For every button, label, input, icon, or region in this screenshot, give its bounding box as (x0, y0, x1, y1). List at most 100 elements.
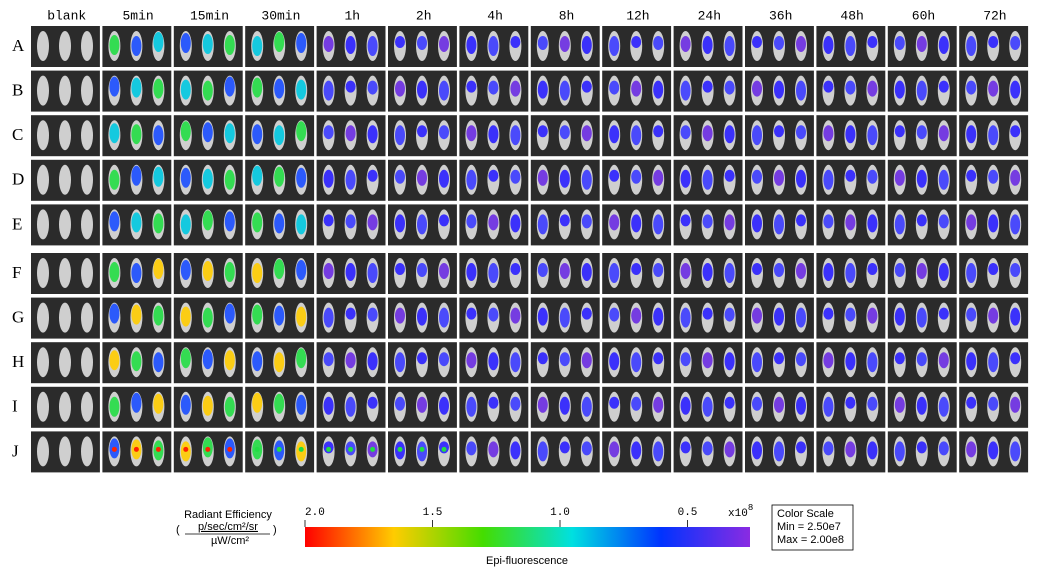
signal (537, 352, 548, 365)
signal (296, 348, 307, 369)
signal (395, 36, 405, 48)
signal (395, 214, 405, 233)
signal (752, 36, 762, 48)
signal (867, 352, 878, 373)
colorbar-tick-label: 1.5 (423, 507, 443, 519)
signal (345, 307, 356, 320)
signal (202, 34, 213, 54)
signal (488, 125, 499, 144)
signal (774, 214, 784, 235)
colorbar-ticks: 2.0 1.5 1.0 0.5 (304, 507, 697, 527)
signal (724, 352, 735, 371)
column-header: 1h (344, 8, 360, 23)
signal (631, 263, 642, 275)
signal (395, 80, 405, 97)
signal (724, 80, 735, 95)
signal (988, 352, 999, 373)
signal (774, 263, 784, 277)
signal (823, 169, 834, 190)
signal (894, 396, 905, 413)
signal (752, 352, 762, 373)
signal (537, 125, 548, 138)
signal (274, 352, 285, 373)
mouse (37, 302, 49, 333)
signal (774, 80, 784, 99)
signal (224, 211, 235, 232)
signal (774, 125, 784, 138)
signal (631, 125, 642, 146)
signal (395, 396, 405, 411)
signal (702, 307, 713, 320)
signal (323, 352, 334, 367)
signal (845, 36, 856, 56)
signal-core (397, 446, 403, 452)
signal (439, 80, 449, 101)
signal-core (441, 446, 447, 452)
signal (224, 262, 235, 282)
signal (466, 169, 477, 190)
signal (224, 35, 235, 55)
signal (752, 307, 762, 324)
signal (724, 36, 735, 56)
signal (702, 396, 713, 417)
mouse (59, 120, 71, 151)
signal (581, 307, 592, 320)
signal (894, 36, 905, 50)
signal (202, 349, 213, 370)
signal (680, 36, 691, 52)
signal (867, 307, 878, 324)
signal (417, 125, 427, 138)
signal (296, 121, 307, 142)
signal (916, 214, 927, 227)
signal (439, 169, 449, 188)
signal (938, 169, 949, 190)
signal (323, 80, 334, 101)
column-header: 5min (122, 8, 153, 23)
signal-core (155, 446, 161, 452)
signal (537, 307, 548, 326)
signal (867, 125, 878, 146)
signal (796, 307, 806, 328)
signal (724, 125, 735, 144)
signal (274, 78, 285, 99)
signal (1010, 263, 1021, 277)
signal (724, 441, 735, 458)
mouse (59, 209, 71, 240)
signal (702, 125, 713, 142)
colorbar (305, 527, 750, 547)
signal (417, 214, 427, 235)
mouse (59, 436, 71, 467)
signal (581, 80, 592, 93)
row-label: G (12, 308, 24, 327)
legend-title: Radiant Efficiency (184, 509, 272, 521)
signal (180, 394, 191, 415)
signal (653, 307, 664, 326)
signal (966, 125, 977, 144)
signal (510, 396, 521, 411)
signal (466, 441, 477, 456)
unit-numerator: p/sec/cm²/sr (198, 521, 258, 533)
signal (823, 214, 834, 229)
signal (488, 441, 499, 458)
signal (916, 441, 927, 454)
signal (724, 396, 735, 409)
mouse (81, 209, 93, 240)
signal (966, 263, 977, 283)
signal (938, 441, 949, 456)
signal (796, 169, 806, 188)
signal (395, 125, 405, 146)
signal (109, 76, 120, 97)
signal (202, 210, 213, 231)
signal (274, 259, 285, 279)
signal (653, 36, 664, 50)
mouse (37, 120, 49, 151)
mouse (37, 209, 49, 240)
column-header: 15min (190, 8, 229, 23)
signal (417, 263, 427, 277)
signal (894, 169, 905, 186)
signal (153, 305, 164, 326)
signal (202, 122, 213, 143)
signal (274, 166, 285, 187)
signal (466, 352, 477, 369)
signal (131, 124, 142, 145)
